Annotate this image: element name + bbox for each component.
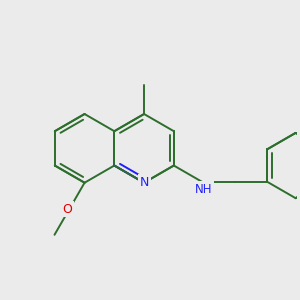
Text: N: N [140, 176, 149, 189]
Text: NH: NH [195, 183, 212, 196]
Text: O: O [62, 203, 72, 216]
